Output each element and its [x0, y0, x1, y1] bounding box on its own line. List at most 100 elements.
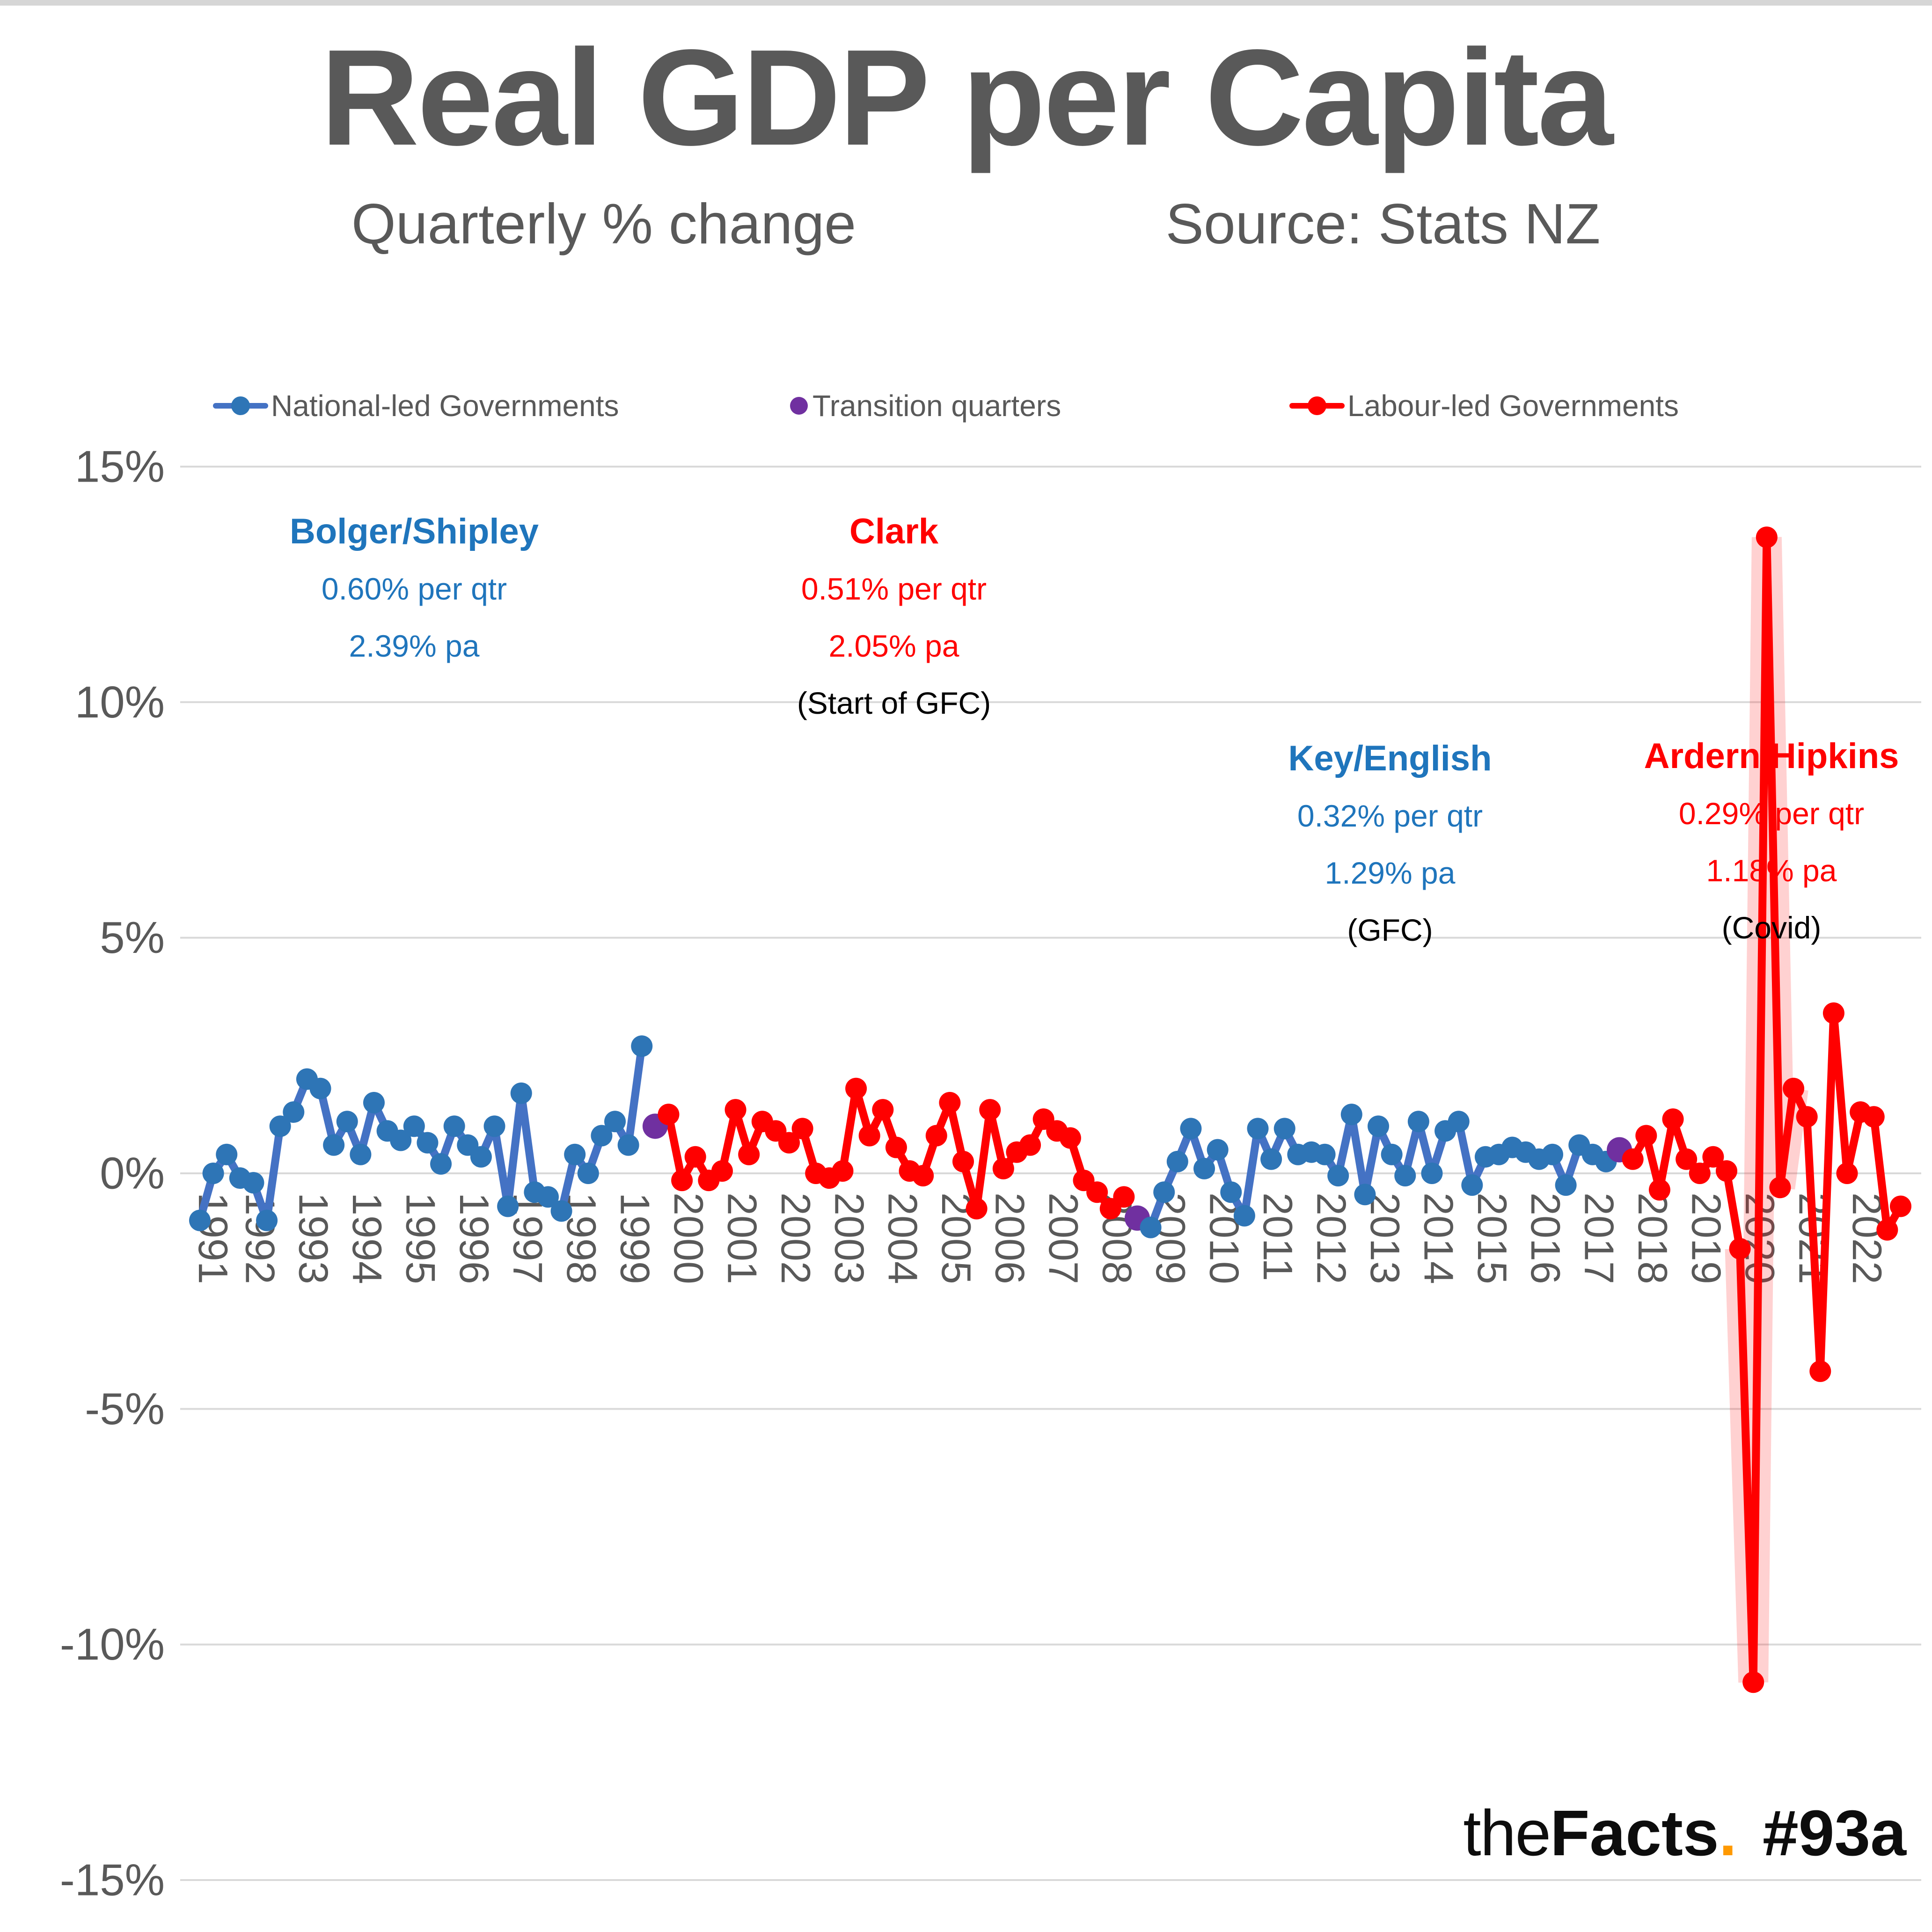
annotation-pa: 1.29% pa [1325, 856, 1456, 890]
data-point [939, 1091, 961, 1113]
annotation-title: Clark [849, 512, 939, 551]
x-axis-year-label: 2004 [880, 1193, 926, 1284]
data-point [1542, 1143, 1564, 1165]
data-point [711, 1160, 733, 1182]
annotation-clark: Clark 0.51% per qtr 2.05% pa (Start of G… [797, 503, 991, 732]
x-axis-year-label: 2017 [1576, 1193, 1623, 1284]
data-point [1662, 1108, 1684, 1130]
data-point [1622, 1148, 1644, 1170]
data-point [1421, 1163, 1443, 1184]
data-point [684, 1146, 706, 1168]
data-point [390, 1129, 412, 1151]
x-axis-year-label: 1993 [291, 1193, 337, 1284]
data-point [1394, 1165, 1416, 1187]
data-point [1461, 1174, 1483, 1196]
x-axis-year-label: 2002 [773, 1193, 819, 1284]
y-axis-label: 5% [100, 913, 165, 963]
data-point [269, 1115, 291, 1137]
data-point [283, 1101, 305, 1123]
data-point [858, 1125, 880, 1147]
data-point [483, 1115, 505, 1137]
data-point [992, 1157, 1014, 1179]
data-point [1140, 1216, 1162, 1238]
data-point [1233, 1205, 1255, 1227]
national-dot-icon [231, 396, 250, 415]
x-axis-year-label: 2000 [666, 1193, 712, 1284]
data-point [430, 1153, 452, 1175]
annotation-note: (Start of GFC) [797, 686, 991, 720]
data-point [912, 1165, 934, 1187]
data-point [1729, 1238, 1751, 1260]
labour-dot-icon [1308, 396, 1326, 415]
data-point [1354, 1184, 1376, 1206]
x-axis-year-label: 2016 [1522, 1193, 1569, 1284]
data-point [1876, 1219, 1898, 1241]
data-point [216, 1143, 238, 1165]
data-point [1863, 1106, 1885, 1128]
chart-source: Source: Stats NZ [1165, 192, 1601, 256]
data-point [1742, 1671, 1764, 1693]
transition-dot-icon [790, 397, 808, 415]
x-axis-year-label: 2011 [1255, 1193, 1301, 1281]
annotation-title: Key/English [1288, 739, 1492, 778]
data-point [979, 1099, 1001, 1121]
data-point [510, 1082, 532, 1104]
data-point [1340, 1104, 1362, 1126]
data-point [336, 1111, 358, 1133]
x-axis-year-label: 1995 [398, 1193, 444, 1284]
national-line-icon [213, 396, 268, 415]
data-point [1368, 1115, 1390, 1137]
data-point [256, 1209, 278, 1231]
annotation-per-qtr: 0.32% per qtr [1297, 798, 1483, 833]
data-point [537, 1186, 559, 1208]
x-axis-year-label: 2003 [826, 1193, 872, 1284]
data-point [1769, 1177, 1791, 1199]
data-point [323, 1134, 345, 1156]
data-point [1715, 1160, 1737, 1182]
data-point [658, 1104, 680, 1126]
x-axis-year-label: 2001 [719, 1193, 765, 1284]
data-point [1676, 1148, 1698, 1170]
data-point [1086, 1181, 1108, 1203]
y-axis-label: -5% [85, 1384, 165, 1434]
x-axis-year-label: 2006 [987, 1193, 1033, 1284]
y-axis-label: -15% [60, 1855, 165, 1905]
legend-label-national: National-led Governments [271, 389, 619, 423]
data-point [242, 1172, 264, 1194]
data-point [791, 1118, 813, 1140]
annotation-key-english: Key/English 0.32% per qtr 1.29% pa (GFC) [1288, 730, 1492, 959]
x-axis-year-label: 2007 [1040, 1193, 1087, 1284]
data-point [1448, 1111, 1470, 1133]
data-point [1260, 1148, 1282, 1170]
data-point [1207, 1139, 1229, 1161]
data-point [778, 1132, 800, 1154]
data-point [363, 1091, 385, 1113]
annotation-per-qtr: 0.29% per qtr [1678, 796, 1865, 831]
data-point [872, 1099, 894, 1121]
labour-line-icon [1289, 396, 1345, 415]
data-point [1019, 1134, 1041, 1156]
data-point [443, 1115, 465, 1137]
logo-issue-number: #93a [1763, 1797, 1906, 1869]
data-point [591, 1125, 613, 1147]
screenshot-top-border [0, 0, 1932, 6]
data-point [1180, 1118, 1202, 1140]
data-point [617, 1134, 639, 1156]
data-point [1836, 1163, 1858, 1184]
data-point [738, 1143, 760, 1165]
data-point [952, 1150, 974, 1172]
logo-the: the [1463, 1797, 1551, 1869]
legend-item-labour: Labour-led Governments [1289, 385, 1679, 427]
data-point [1555, 1174, 1577, 1196]
data-point [564, 1143, 586, 1165]
data-point [1809, 1360, 1831, 1382]
data-point [1783, 1077, 1805, 1099]
data-point [925, 1125, 947, 1147]
x-axis-year-label: 2012 [1308, 1193, 1354, 1284]
data-point [1756, 526, 1778, 548]
data-point [631, 1035, 653, 1057]
data-point [202, 1163, 224, 1184]
data-point [1059, 1127, 1081, 1149]
data-point [403, 1115, 425, 1137]
